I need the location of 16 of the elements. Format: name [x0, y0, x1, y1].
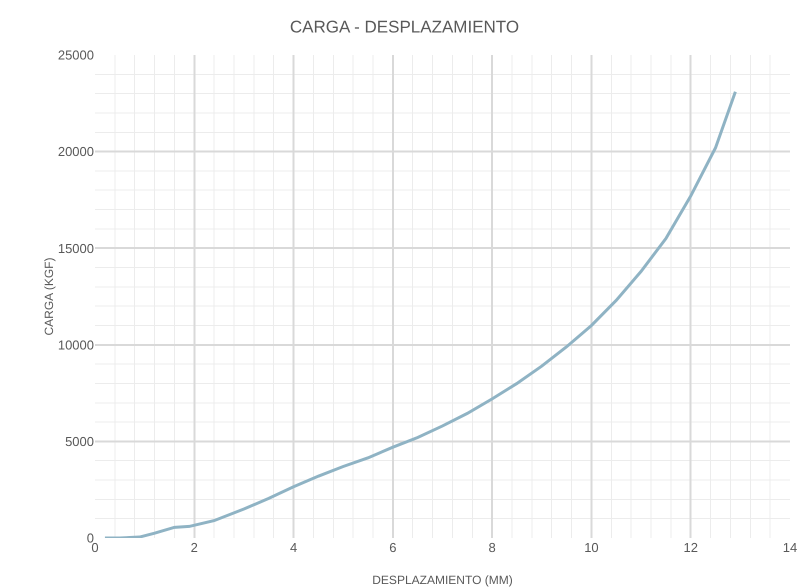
y-axis-title: CARGA (KGF) — [42, 257, 56, 336]
x-tick-label: 4 — [290, 540, 298, 555]
x-tick-label: 2 — [190, 540, 198, 555]
y-tick-label: 15000 — [58, 240, 94, 256]
x-tick-label: 14 — [782, 540, 798, 555]
x-tick-label: 12 — [683, 540, 698, 555]
y-tick-label: 5000 — [65, 434, 94, 449]
x-axis-title: DESPLAZAMIENTO (MM) — [372, 573, 513, 587]
line-series — [103, 90, 737, 538]
x-tick-label: 10 — [584, 540, 599, 555]
y-tick-label: 10000 — [58, 337, 94, 352]
chart-title: CARGA - DESPLAZAMIENTO — [290, 17, 520, 36]
y-tick-label: 20000 — [58, 144, 94, 160]
y-tick-label: 25000 — [58, 48, 94, 63]
x-tick-label: 6 — [389, 540, 396, 555]
x-tick-label: 8 — [488, 540, 496, 555]
